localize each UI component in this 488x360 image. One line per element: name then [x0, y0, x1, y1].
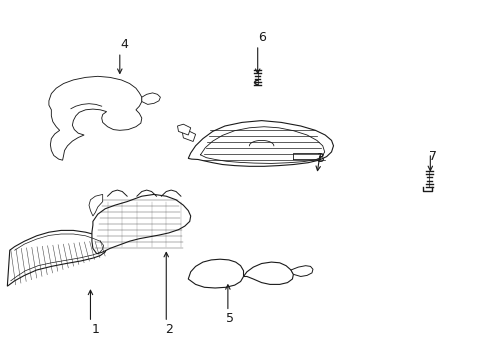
Polygon shape [49, 76, 142, 160]
Text: 5: 5 [225, 312, 233, 325]
Polygon shape [7, 230, 107, 286]
Polygon shape [290, 266, 312, 276]
Polygon shape [243, 262, 293, 284]
Text: 6: 6 [257, 31, 265, 44]
Polygon shape [89, 194, 102, 216]
Text: 3: 3 [316, 152, 324, 165]
Polygon shape [182, 131, 195, 141]
Text: 2: 2 [164, 323, 172, 336]
Polygon shape [177, 124, 190, 135]
Polygon shape [142, 93, 160, 104]
Text: 7: 7 [428, 150, 436, 163]
Text: 4: 4 [121, 39, 128, 51]
Polygon shape [92, 194, 190, 254]
Polygon shape [188, 259, 243, 288]
Text: 1: 1 [91, 323, 99, 336]
Polygon shape [188, 121, 333, 166]
